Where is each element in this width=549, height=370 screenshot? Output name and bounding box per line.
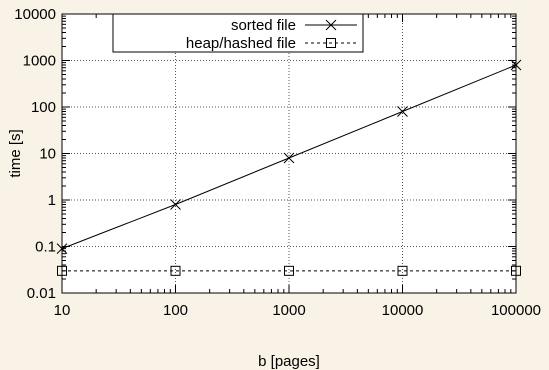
x-axis-label: b [pages] <box>258 353 320 370</box>
y-tick-label: 0.1 <box>35 239 56 256</box>
legend-box <box>112 13 364 53</box>
y-tick-label: 10000 <box>14 6 56 23</box>
data-point-cross <box>170 199 181 210</box>
legend-label-sorted-file: sorted file <box>231 17 296 34</box>
cross-stroke <box>170 199 181 210</box>
y-tick-label: 0.01 <box>27 285 56 302</box>
legend-sample-heap-hashed-file <box>305 38 357 48</box>
y-tick-label: 1000 <box>23 53 56 70</box>
cross-stroke <box>397 106 408 117</box>
y-axis-label: time [s] <box>7 129 24 177</box>
cross-stroke <box>283 152 295 164</box>
x-tick-label: 100 <box>163 302 188 319</box>
legend-sample-sorted-file <box>305 19 357 31</box>
grid-lines <box>62 14 516 293</box>
legend-square-marker <box>326 38 336 48</box>
data-point-cross <box>283 152 295 164</box>
x-tick-label: 1000 <box>272 302 305 319</box>
y-tick-label: 100 <box>31 99 56 116</box>
y-tick-label: 1 <box>48 192 56 209</box>
y-tick-label: 10 <box>39 146 56 163</box>
cross-stroke <box>325 19 337 31</box>
axis-ticks: 10 100 1000 10000 100000 0.01 0.1 1 10 100 1000 100… <box>14 6 541 319</box>
series-layer <box>56 59 522 276</box>
legend-label-heap-hashed-file: heap/hashed file <box>186 35 296 52</box>
legend: sorted file heap/hashed file <box>112 13 364 53</box>
x-tick-label: 100000 <box>491 302 541 319</box>
data-point-cross <box>397 106 408 117</box>
x-tick-label: 10 <box>54 302 71 319</box>
data-point-square <box>397 265 408 276</box>
x-tick-label: 10000 <box>382 302 424 319</box>
data-point-square <box>284 265 294 276</box>
legend-cross-marker <box>325 19 337 31</box>
data-point-square <box>170 265 181 276</box>
